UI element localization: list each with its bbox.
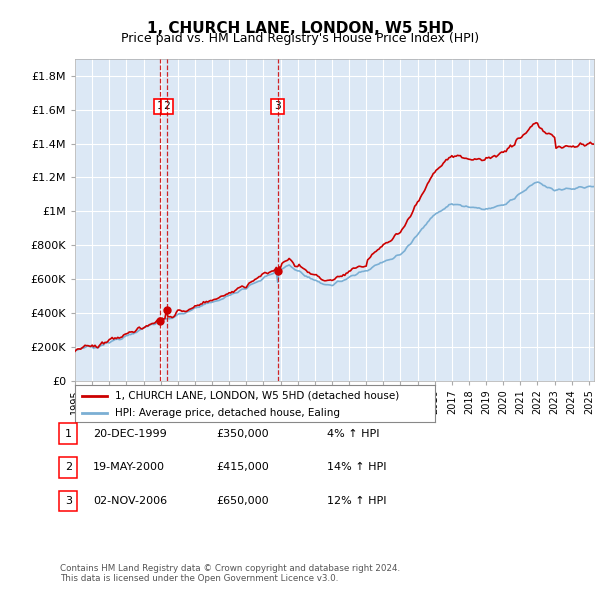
Text: 1, CHURCH LANE, LONDON, W5 5HD (detached house): 1, CHURCH LANE, LONDON, W5 5HD (detached… [115,391,399,401]
Text: HPI: Average price, detached house, Ealing: HPI: Average price, detached house, Eali… [115,408,340,418]
Text: 19-MAY-2000: 19-MAY-2000 [93,463,165,472]
Text: 1: 1 [65,429,72,438]
Text: 12% ↑ HPI: 12% ↑ HPI [327,496,386,506]
Text: 20-DEC-1999: 20-DEC-1999 [93,429,167,438]
Text: 14% ↑ HPI: 14% ↑ HPI [327,463,386,472]
Text: 3: 3 [274,101,281,112]
Text: 2: 2 [65,463,72,472]
Text: 1: 1 [157,101,163,112]
Text: £350,000: £350,000 [216,429,269,438]
Text: 2: 2 [164,101,170,112]
Text: Contains HM Land Registry data © Crown copyright and database right 2024.
This d: Contains HM Land Registry data © Crown c… [60,563,400,583]
Text: 1, CHURCH LANE, LONDON, W5 5HD: 1, CHURCH LANE, LONDON, W5 5HD [146,21,454,35]
Text: £650,000: £650,000 [216,496,269,506]
Text: Price paid vs. HM Land Registry's House Price Index (HPI): Price paid vs. HM Land Registry's House … [121,32,479,45]
Text: 3: 3 [65,496,72,506]
Text: 02-NOV-2006: 02-NOV-2006 [93,496,167,506]
Text: 4% ↑ HPI: 4% ↑ HPI [327,429,380,438]
Text: £415,000: £415,000 [216,463,269,472]
